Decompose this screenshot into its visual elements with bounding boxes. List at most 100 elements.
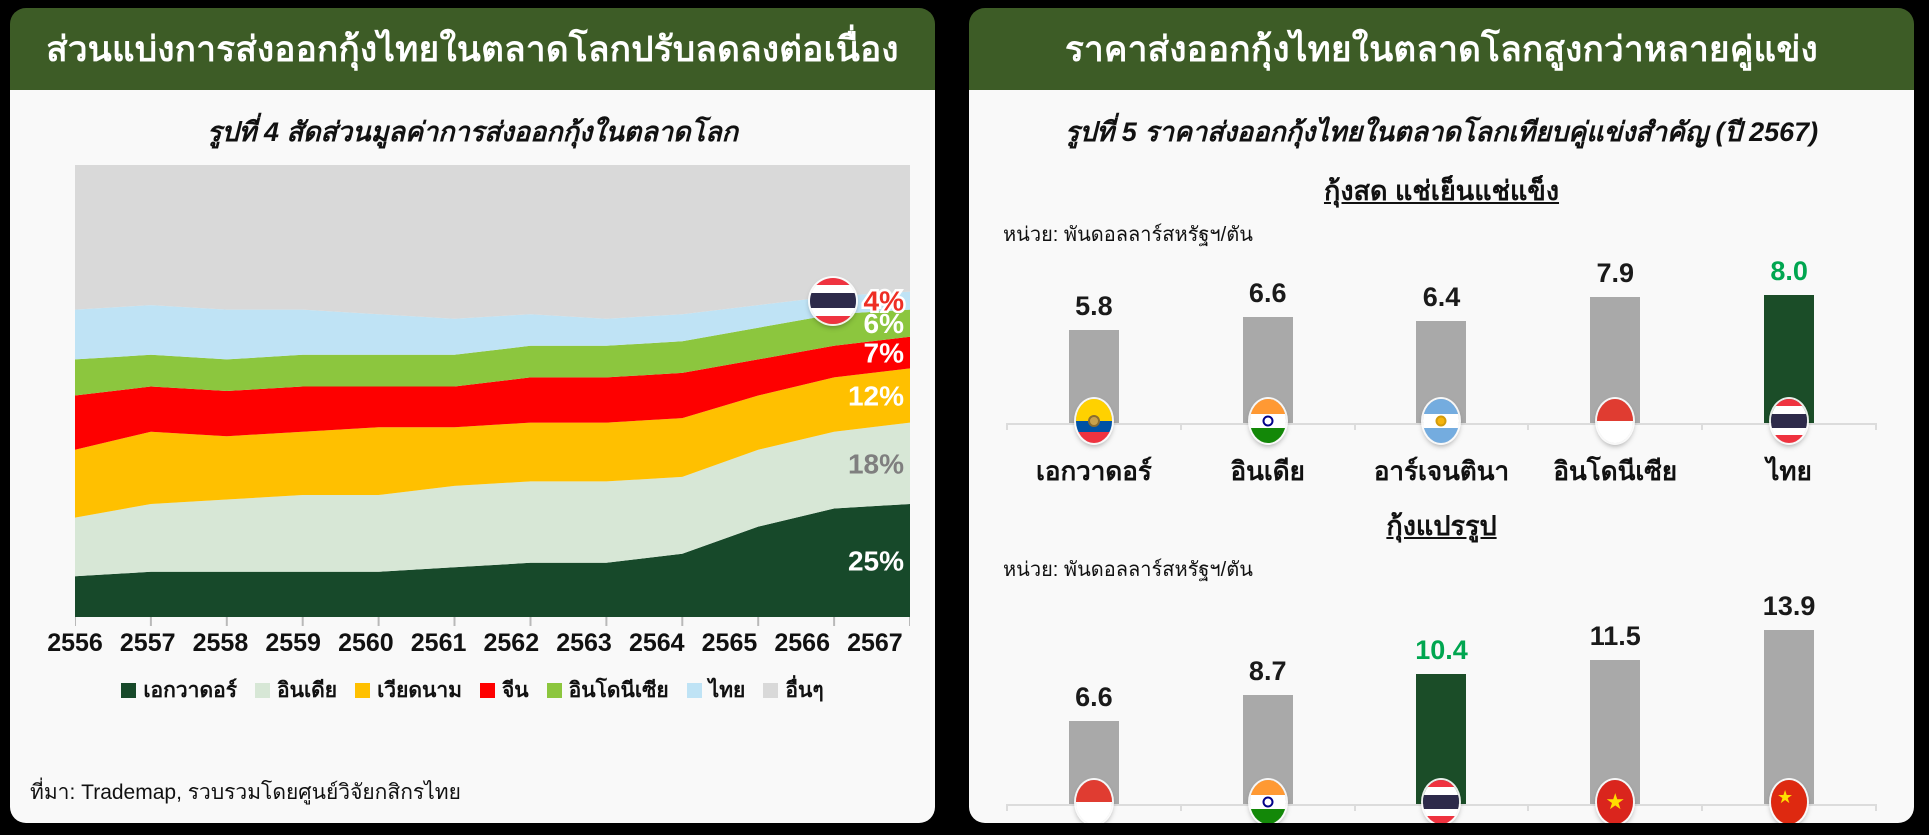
share-label-จีน: 7%: [864, 338, 905, 369]
flag-argentina-icon: [1423, 399, 1460, 443]
flag-thailand-icon: [1771, 399, 1808, 443]
legend-label: อินโดนีเซีย: [568, 679, 669, 702]
flag-indonesia-icon: [1075, 780, 1112, 823]
bar-value-label: 13.9: [1762, 591, 1816, 621]
area-series-อินโดนีเซีย: [75, 309, 910, 396]
x-axis-year-label: 2565: [701, 629, 758, 657]
area-series-เอกวาดอร์: [75, 504, 910, 617]
bar-cell-เวียดนาม: 11.5 ★: [1528, 621, 1702, 823]
bar-axis-tick: [1701, 423, 1704, 430]
bar-value-label: 11.5: [1589, 621, 1641, 651]
fresh-shrimp-categories: เอกวาดอร์ อินเดีย อาร์เจนตินา อินโดนีเซีย ไท…: [1007, 425, 1876, 492]
bar-cell-ไทย: 8.0: [1702, 256, 1876, 443]
bar-value-label: 10.4: [1415, 635, 1468, 665]
legend-item-จีน: จีน: [480, 674, 529, 707]
share-label-เวียดนาม: 12%: [848, 381, 904, 412]
legend-item-อินโดนีเซีย: อินโดนีเซีย: [546, 674, 669, 707]
bar-axis-tick: [1179, 423, 1182, 430]
figure5-title: รูปที่ 5 ราคาส่งออกกุ้งไทยในตลาดโลกเทียบ…: [1064, 117, 1819, 147]
bar-value-label: 6.4: [1422, 282, 1461, 312]
left-panel-card: รูปที่ 4 สัดส่วนมูลค่าการส่งออกกุ้งในตลา…: [10, 90, 935, 823]
bar-cell-อินโดนีเซีย: 6.6: [1007, 682, 1181, 823]
bar-axis-tick: [1353, 423, 1356, 430]
share-label-เอกวาดอร์: 25%: [848, 546, 904, 577]
bar-axis-tick: [1527, 804, 1530, 811]
share-label-อินเดีย: 18%: [848, 448, 904, 479]
legend-swatch-icon: [121, 683, 137, 698]
legend-item-อื่นๆ: อื่นๆ: [763, 674, 824, 707]
bar-axis-tick: [1701, 804, 1704, 811]
market-share-area-chart: 25% 18% 12% 7% 6% 4%: [74, 165, 911, 627]
legend-item-ไทย: ไทย: [686, 674, 746, 707]
fresh-shrimp-chart-title: กุ้งสด แช่เย็นแช่แข็ง: [1323, 176, 1560, 206]
left-panel-header-text: ส่วนแบ่งการส่งออกกุ้งไทยในตลาดโลกปรับลดล…: [46, 29, 899, 69]
share-label-ไทย: 4%: [864, 286, 905, 317]
bar-category-label: เอกวาดอร์: [1035, 456, 1152, 486]
flag-indonesia-icon: [1597, 399, 1634, 443]
bar-value-label: 8.7: [1248, 656, 1287, 686]
processed-shrimp-bars: 6.6 8.7 10.4 11.5 ★ 13.9 ★: [1006, 585, 1877, 823]
flag-india-icon: [1249, 399, 1286, 443]
legend-swatch-icon: [686, 683, 702, 698]
bar-value-label: 7.9: [1596, 258, 1635, 288]
bar-cell-เอกวาดอร์: 5.8: [1007, 291, 1181, 443]
bar-axis-tick: [1006, 423, 1008, 430]
x-axis-year-label: 2564: [628, 629, 685, 657]
x-axis-year-label: 2559: [265, 629, 321, 657]
legend-swatch-icon: [480, 683, 495, 698]
right-panel-header-text: ราคาส่งออกกุ้งไทยในตลาดโลกสูงกว่าหลายคู่…: [1064, 29, 1819, 69]
bar-axis-tick: [1527, 423, 1530, 430]
area-chart-legend: เอกวาดอร์ อินเดีย เวียดนาม จีน อินโดนีเซีย ไท…: [30, 674, 915, 707]
bar-axis-tick: [1875, 804, 1877, 811]
market-share-panel: ส่วนแบ่งการส่งออกกุ้งไทยในตลาดโลกปรับลดล…: [10, 8, 935, 823]
legend-label: อื่นๆ: [785, 679, 824, 702]
export-price-panel: ราคาส่งออกกุ้งไทยในตลาดโลกสูงกว่าหลายคู่…: [969, 8, 1914, 823]
bar-cell-จีน: 13.9 ★: [1702, 591, 1876, 823]
x-axis-year-label: 2556: [47, 629, 103, 657]
x-axis-year-label: 2567: [847, 629, 903, 657]
legend-item-เอกวาดอร์: เอกวาดอร์: [121, 674, 237, 707]
flag-vietnam-icon: ★: [1597, 780, 1634, 823]
bar-axis-tick: [1875, 423, 1877, 430]
bar-category-label: อาร์เจนตินา: [1373, 456, 1510, 486]
x-axis-year-label: 2563: [556, 629, 612, 657]
legend-swatch-icon: [546, 683, 562, 698]
processed-shrimp-price-chart: กุ้งแปรรูป หน่วย: พันดอลลาร์สหรัฐฯ/ตัน 6…: [989, 492, 1894, 823]
fresh-shrimp-unit-label: หน่วย: พันดอลลาร์สหรัฐฯ/ตัน: [1003, 224, 1253, 246]
x-axis-year-label: 2557: [119, 629, 176, 657]
right-panel-card: รูปที่ 5 ราคาส่งออกกุ้งไทยในตลาดโลกเทียบ…: [969, 90, 1914, 823]
left-panel-header: ส่วนแบ่งการส่งออกกุ้งไทยในตลาดโลกปรับลดล…: [10, 8, 935, 90]
figure4-title: รูปที่ 4 สัดส่วนมูลค่าการส่งออกกุ้งในตลา…: [207, 117, 738, 147]
bar-category-label: ไทย: [1766, 456, 1812, 486]
area-chart-svg: 25% 18% 12% 7%6%4%: [74, 165, 911, 626]
legend-label: ไทย: [708, 679, 746, 702]
flag-india-icon: [1249, 780, 1286, 823]
price-bar-จีน: [1764, 630, 1815, 804]
x-axis-year-label: 2560: [338, 629, 394, 657]
bar-cell-อาร์เจนตินา: 6.4: [1355, 282, 1529, 443]
legend-swatch-icon: [255, 683, 270, 698]
legend-label: เอกวาดอร์: [143, 679, 237, 702]
fresh-shrimp-bars: 5.8 6.6 6.4 7.9 8.0: [1006, 250, 1877, 443]
bar-axis-tick: [1006, 804, 1008, 811]
x-axis-year-label: 2561: [410, 629, 467, 657]
area-series-อื่นๆ: [75, 165, 910, 319]
legend-item-เวียดนาม: เวียดนาม: [355, 674, 462, 707]
x-axis-year-label: 2558: [192, 629, 249, 657]
bar-axis-tick: [1179, 804, 1182, 811]
flag-china-icon: ★: [1771, 780, 1808, 823]
left-source-note: ที่มา: Trademap, รวบรวมโดยศูนย์วิจัยกสิก…: [30, 781, 461, 804]
bar-value-label: 8.0: [1770, 256, 1808, 286]
x-axis-year-label: 2566: [774, 629, 830, 657]
share-label-อินโดนีเซีย: 6%: [864, 308, 905, 339]
flag-thailand-icon: [810, 277, 856, 324]
area-chart-x-axis: 2556 2557 2558 2559 2560 2561 2562 2563 2564 2565…: [47, 629, 903, 658]
processed-shrimp-chart-title: กุ้งแปรรูป: [1386, 511, 1497, 541]
legend-item-อินเดีย: อินเดีย: [255, 674, 337, 707]
area-series-จีน: [75, 336, 910, 450]
legend-swatch-icon: [355, 683, 371, 698]
processed-shrimp-unit-label: หน่วย: พันดอลลาร์สหรัฐฯ/ตัน: [1003, 559, 1253, 581]
legend-label: อินเดีย: [277, 679, 338, 702]
area-series-เวียดนาม: [75, 368, 910, 518]
legend-label: จีน: [502, 679, 529, 702]
